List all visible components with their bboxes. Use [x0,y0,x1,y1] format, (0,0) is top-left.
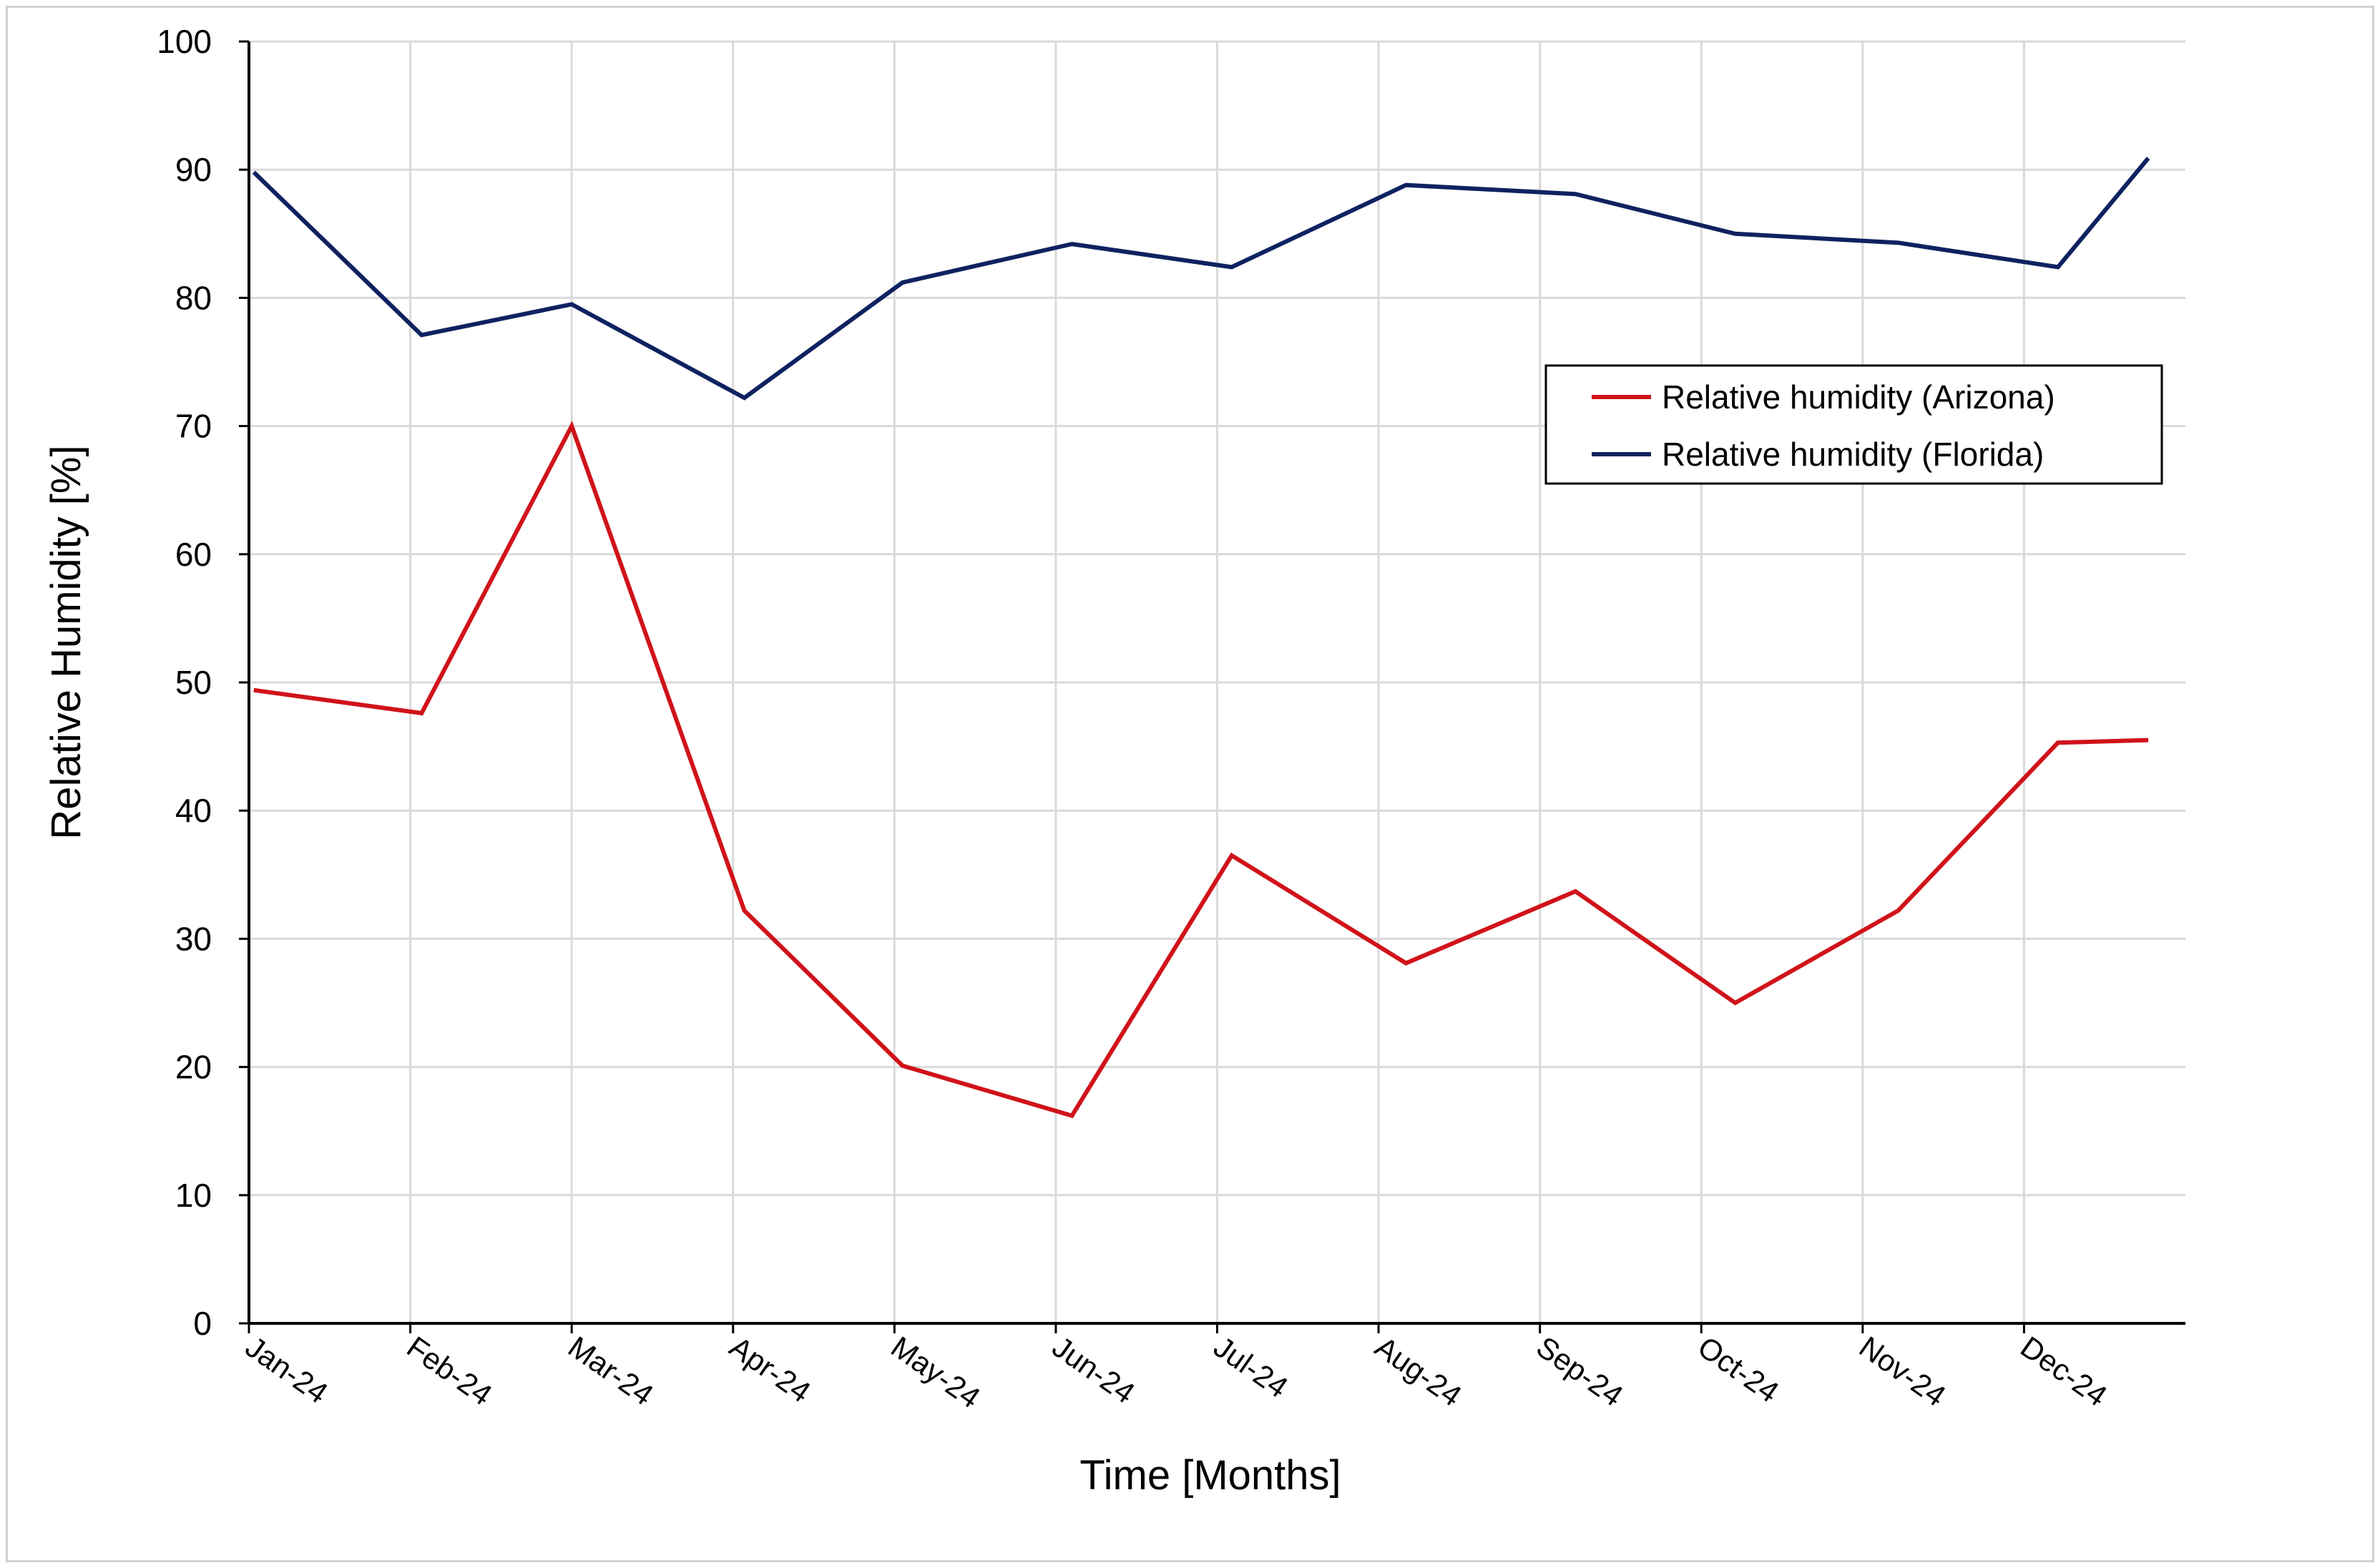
x-tick-label: Jan-24 [240,1330,334,1410]
y-axis-title: Relative Humidity [%] [43,445,89,839]
x-tick-label: Dec-24 [2014,1330,2113,1413]
axes-layer [239,40,2185,1333]
x-axis-title: Time [Months] [1079,1452,1341,1499]
x-tick-label: Feb-24 [401,1330,498,1412]
y-tick-label: 50 [175,664,212,701]
y-tick-label: 60 [175,536,212,573]
x-tick-label: Mar-24 [562,1330,660,1412]
y-tick-label: 40 [175,792,212,829]
x-tick-label: Oct-24 [1692,1330,1785,1409]
legend-label-arizona: Relative humidity (Arizona) [1662,378,2055,416]
x-tick-label: Aug-24 [1369,1330,1468,1413]
y-tick-label: 0 [193,1305,212,1342]
x-tick-label: Jul-24 [1208,1330,1294,1404]
ticks-layer: 0 10 20 30 40 50 60 70 80 90 100 Jan-24 Feb-24 Mar-24… [157,23,2113,1415]
y-tick-label: 20 [175,1049,212,1086]
y-tick-label: 90 [175,151,212,188]
x-tick-label: Apr-24 [724,1330,817,1409]
x-tick-label: Nov-24 [1853,1330,1952,1413]
legend-label-florida: Relative humidity (Florida) [1662,436,2044,473]
x-tick-label: Sep-24 [1531,1330,1630,1413]
grid-layer [249,40,2185,1323]
y-tick-label: 30 [175,920,212,957]
y-tick-label: 80 [175,279,212,316]
series-line-arizona [253,421,2149,1119]
series-layer [252,157,2150,1119]
series-line-florida [252,157,2150,401]
x-tick-label: Jun-24 [1047,1330,1141,1410]
y-tick-label: 70 [175,408,212,445]
x-tick-label: May-24 [885,1330,986,1415]
chart-frame [6,6,2374,1562]
legend: Relative humidity (Arizona) Relative hum… [1544,364,2163,485]
y-tick-label: 10 [175,1177,212,1214]
y-tick-label: 100 [157,23,212,60]
legend-box [1544,364,2163,485]
